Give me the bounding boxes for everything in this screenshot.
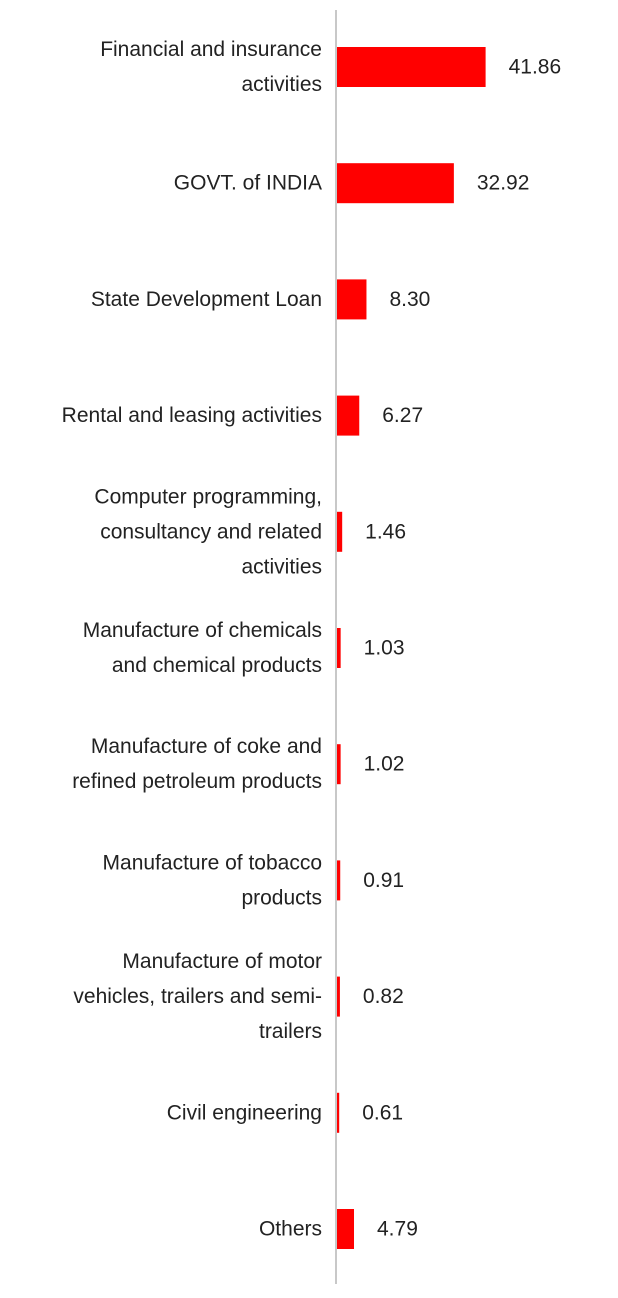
category-label-line: vehicles, trailers and semi-: [73, 985, 322, 1008]
category-label: Manufacture of tobacco products: [103, 851, 322, 909]
bar-value-label: 0.61: [362, 1101, 403, 1124]
bar: [337, 628, 341, 668]
category-label-line: products: [241, 886, 322, 909]
category-label-line: consultancy and related: [100, 520, 322, 543]
category-label-line: Manufacture of chemicals: [83, 619, 322, 642]
bar-value-label: 0.82: [363, 985, 404, 1008]
category-label-line: GOVT. of INDIA: [174, 172, 322, 195]
bar-value-label: 4.79: [377, 1218, 418, 1241]
bar: [337, 744, 341, 785]
bar: [337, 511, 343, 552]
category-label-line: activities: [241, 555, 322, 578]
bars-layer: [337, 47, 486, 1249]
category-label-line: activities: [241, 73, 322, 96]
bar-value-label: 32.92: [477, 172, 530, 195]
category-label: Computer programming, consultancy and rel…: [94, 485, 322, 578]
bar: [337, 395, 360, 436]
category-label-line: refined petroleum products: [72, 770, 322, 793]
category-label-line: Manufacture of coke and: [91, 735, 322, 758]
category-label: Civil engineering: [167, 1101, 322, 1124]
bar-value-label: 0.91: [363, 869, 404, 892]
value-labels: 41.86 32.92 8.30 6.27 1.46 1.03 1.02 0.91 0.82 0.…: [362, 56, 561, 1241]
category-label-line: Financial and insurance: [100, 38, 322, 61]
bar: [337, 976, 340, 1017]
bar: [337, 1209, 355, 1249]
category-label-line: Others: [259, 1218, 322, 1241]
category-label: State Development Loan: [91, 288, 322, 311]
bar: [337, 279, 367, 320]
bar: [337, 860, 341, 901]
bar-value-label: 1.46: [365, 520, 406, 543]
bar-value-label: 6.27: [382, 404, 423, 427]
category-label: Manufacture of chemicals and chemical pro…: [83, 619, 322, 677]
category-label: Manufacture of motor vehicles, trailers a…: [73, 950, 322, 1043]
bar: [337, 1092, 340, 1133]
category-label: Financial and insurance activities: [100, 38, 322, 96]
bar: [337, 47, 486, 87]
category-label-line: Manufacture of tobacco: [103, 851, 322, 874]
category-label: Others: [259, 1218, 322, 1241]
category-label-line: trailers: [259, 1020, 322, 1043]
category-label: Manufacture of coke and refined petroleum…: [72, 735, 322, 793]
bar-value-label: 8.30: [389, 288, 430, 311]
category-label-line: Civil engineering: [167, 1101, 322, 1124]
category-labels: Financial and insurance activities GOVT. o…: [62, 38, 322, 1241]
category-label-line: Manufacture of motor: [122, 950, 322, 973]
bar-value-label: 1.02: [364, 753, 405, 776]
bar-value-label: 1.03: [364, 637, 405, 660]
category-label: Rental and leasing activities: [62, 404, 322, 427]
category-label-line: State Development Loan: [91, 288, 322, 311]
category-label-line: Computer programming,: [94, 485, 322, 508]
category-label-line: and chemical products: [112, 654, 322, 677]
category-label-line: Rental and leasing activities: [62, 404, 322, 427]
bar: [337, 163, 454, 204]
bar-value-label: 41.86: [509, 56, 562, 79]
category-label: GOVT. of INDIA: [174, 172, 322, 195]
